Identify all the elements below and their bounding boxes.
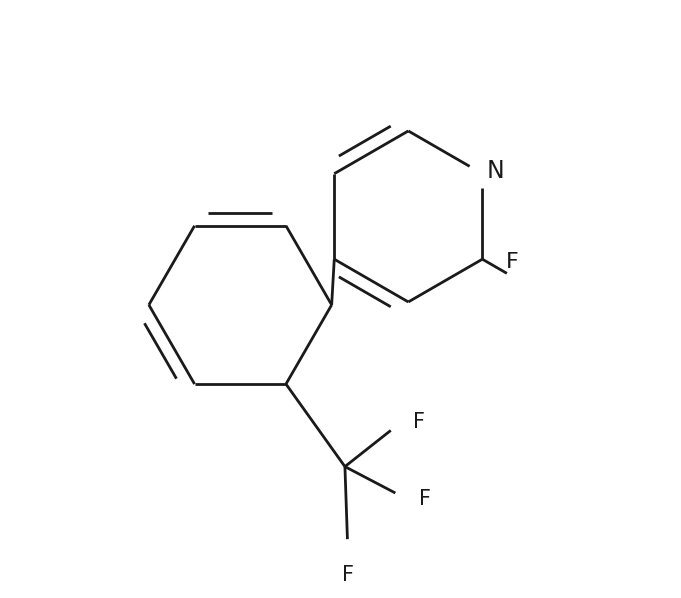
Text: F: F — [342, 565, 354, 584]
Text: F: F — [413, 413, 425, 432]
Text: N: N — [486, 158, 504, 183]
Text: F: F — [505, 252, 518, 272]
Text: F: F — [419, 489, 430, 509]
